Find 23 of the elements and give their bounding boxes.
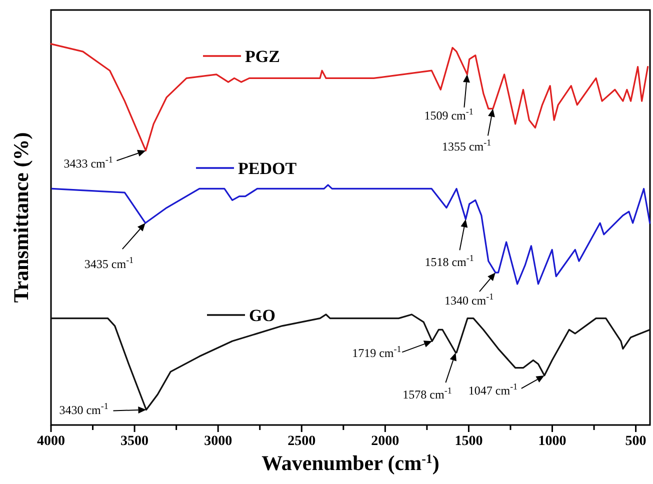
annotation: 1509 cm$^{-1}$ xyxy=(424,106,474,122)
annotation: 3435 cm$^{-1}$ xyxy=(84,255,134,272)
x-tick-label: 500 xyxy=(625,434,646,449)
annotation: 1578 cm$^{-1}$ xyxy=(402,386,452,402)
x-tick-label: 4000 xyxy=(37,434,65,449)
x-tick-label: 1000 xyxy=(538,434,566,449)
x-tick-label: 3500 xyxy=(120,434,149,449)
legend-label: PEDOT xyxy=(238,159,298,178)
legend-label: GO xyxy=(249,306,276,325)
x-tick-label: 3000 xyxy=(204,434,232,449)
annotation: 1340 cm$^{-1}$ xyxy=(444,292,494,308)
annotation: 1518 cm$^{-1}$ xyxy=(424,253,474,270)
x-axis-title: Wavenumber (cm$^{-1}$) xyxy=(262,450,440,475)
annotation: 3430 cm$^{-1}$ xyxy=(59,400,108,417)
annotation: 1047 cm$^{-1}$ xyxy=(468,381,518,398)
annotation: 3433 cm$^{-1}$ xyxy=(64,154,113,171)
annotation: 1719 cm$^{-1}$ xyxy=(352,344,402,360)
x-tick-label: 2500 xyxy=(288,434,316,449)
x-tick-label: 1500 xyxy=(454,434,483,449)
x-tick-label: 2000 xyxy=(371,434,400,449)
legend-label: PGZ xyxy=(245,47,280,66)
annotation: 1355 cm$^{-1}$ xyxy=(442,138,492,154)
y-axis-title: Transmittance (%) xyxy=(9,132,33,303)
